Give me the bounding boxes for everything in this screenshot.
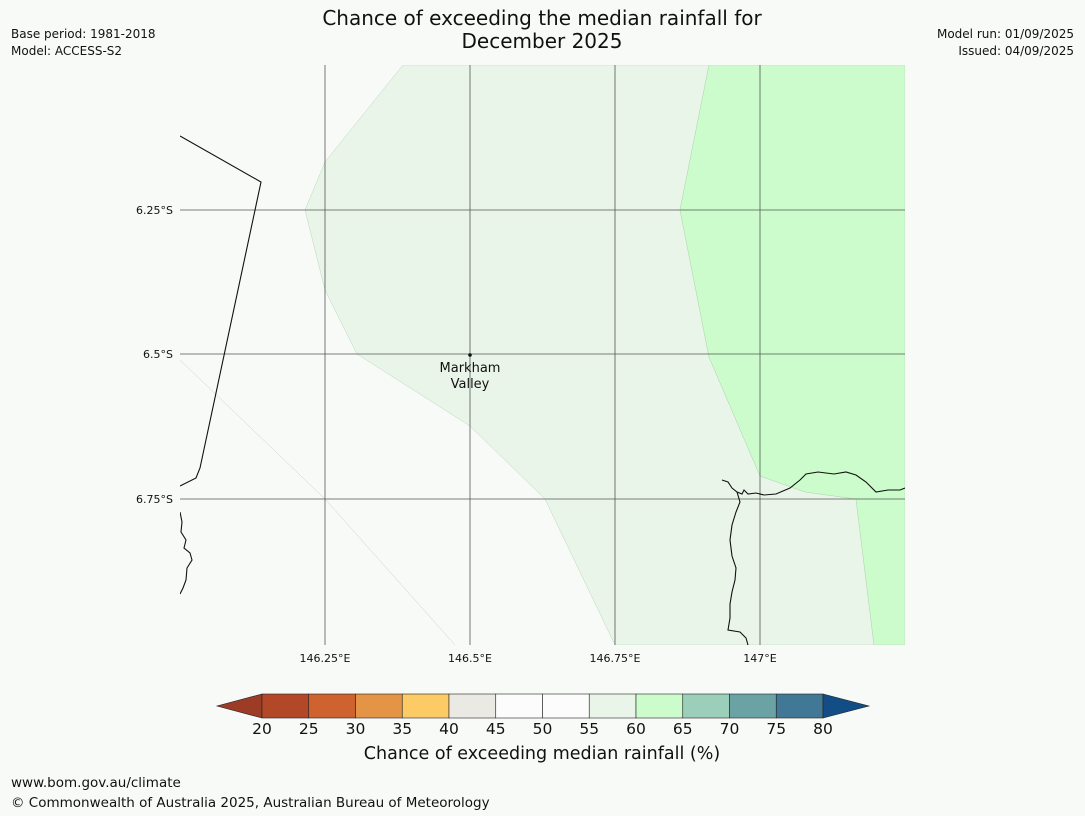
colorbar-tick-label: 25	[298, 720, 319, 738]
colorbar-arrow-low	[215, 693, 263, 719]
title-line-1: Chance of exceeding the median rainfall …	[322, 6, 762, 30]
colorbar-tick-label: 50	[532, 720, 553, 738]
map-title: Chance of exceeding the median rainfall …	[242, 7, 842, 53]
border-line	[180, 135, 262, 487]
colorbar-segment	[635, 693, 684, 719]
colorbar-segment	[729, 693, 777, 719]
coastline	[180, 135, 905, 645]
colorbar-segment	[355, 693, 403, 719]
lat-label-6-25: 6.25°S	[136, 204, 173, 217]
colorbar-tick-label: 60	[626, 720, 646, 738]
footer-url[interactable]: www.bom.gov.au/climate	[11, 775, 181, 791]
colorbar	[215, 693, 871, 719]
colorbar-tick-label: 20	[252, 720, 272, 738]
colorbar-tick-label: 35	[392, 720, 413, 738]
colorbar-segment	[588, 693, 637, 719]
lon-label-146-25: 146.25°E	[300, 652, 351, 665]
colorbar-tick-label: 45	[485, 720, 506, 738]
colorbar-segment	[542, 693, 590, 719]
colorbar-segment	[401, 693, 450, 719]
colorbar-tick-label: 80	[813, 720, 833, 738]
colorbar-segment	[308, 693, 356, 719]
colorbar-tick-label: 40	[439, 720, 459, 738]
colorbar-tick-label: 55	[579, 720, 600, 738]
title-line-2: December 2025	[461, 29, 623, 53]
lon-label-146-5: 146.5°E	[448, 652, 492, 665]
coast-west	[180, 511, 193, 595]
footer-copyright: © Commonwealth of Australia 2025, Austra…	[11, 795, 490, 811]
model-text: Model: ACCESS-S2	[11, 44, 123, 58]
place-label-line-1: Markham	[440, 361, 501, 376]
colorbar-title: Chance of exceeding median rainfall (%)	[363, 744, 721, 764]
lat-label-6-75: 6.75°S	[136, 493, 173, 506]
colorbar-segment	[775, 693, 824, 719]
location-marker	[468, 353, 472, 357]
coast-east	[721, 471, 905, 496]
colorbar-tick-label: 70	[719, 720, 740, 738]
model-run-text: Model run: 01/09/2025	[936, 27, 1074, 41]
lat-label-6-5: 6.5°S	[143, 348, 173, 361]
colorbar-tick-label: 30	[345, 720, 366, 738]
base-period-text: Base period: 1981-2018	[11, 27, 156, 41]
graticule	[180, 65, 905, 645]
colorbar-tick-label: 65	[672, 720, 693, 738]
colorbar-segment	[495, 693, 543, 719]
map-area: Markham Valley	[180, 65, 905, 645]
colorbar-segment	[682, 693, 730, 719]
colorbar-arrow-high	[822, 693, 871, 719]
lon-label-146-75: 146.75°E	[590, 652, 641, 665]
metadata-right: Model run: 01/09/2025 Issued: 04/09/2025	[937, 26, 1074, 60]
lon-label-147: 147°E	[743, 652, 776, 665]
metadata-left: Base period: 1981-2018 Model: ACCESS-S2	[11, 26, 156, 60]
issued-text: Issued: 04/09/2025	[958, 44, 1074, 58]
river	[727, 491, 749, 645]
colorbar-segment	[448, 693, 497, 719]
colorbar-segment	[261, 693, 310, 719]
place-label-line-2: Valley	[451, 377, 490, 392]
colorbar-tick-label: 75	[766, 720, 787, 738]
